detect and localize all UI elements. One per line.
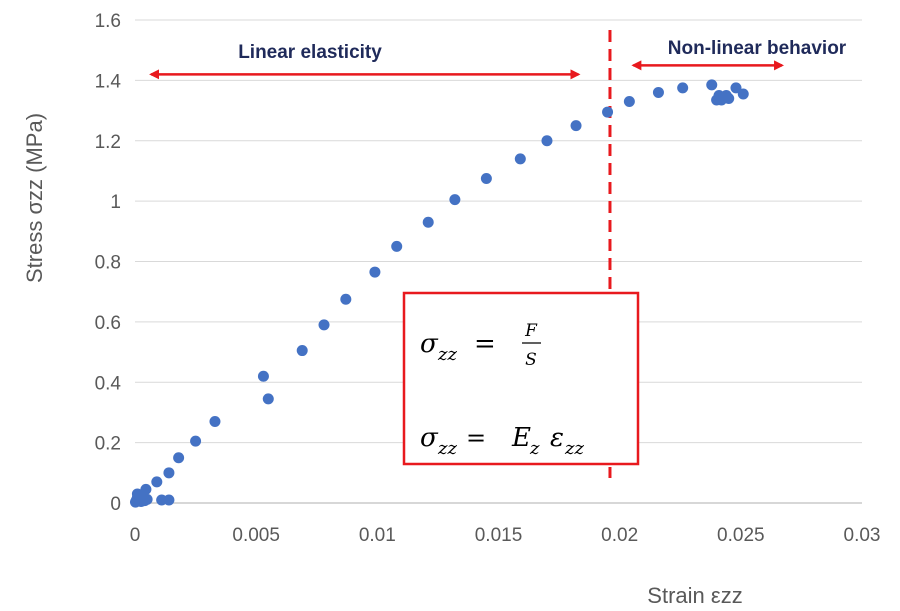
data-point xyxy=(449,194,461,206)
formula-2-modulus-subscript: z xyxy=(529,438,540,459)
data-point xyxy=(514,153,526,165)
y-tick-label: 0.2 xyxy=(95,434,121,455)
data-point xyxy=(422,216,434,228)
data-point xyxy=(623,96,635,108)
formula-1-equals: = xyxy=(474,329,496,359)
y-tick-label: 0.8 xyxy=(95,253,121,274)
data-point xyxy=(652,86,664,98)
x-tick-labels: 0 0.005 0.01 0.015 0.02 0.025 0.03 xyxy=(130,525,881,546)
y-axis-title: Stress σzz (MPa) xyxy=(22,113,47,283)
data-point xyxy=(173,452,185,464)
y-tick-labels: 0 0.2 0.4 0.6 0.8 1 1.2 1.4 1.6 xyxy=(95,11,122,515)
data-point xyxy=(296,345,308,357)
x-tick-label: 0.005 xyxy=(232,525,280,546)
x-axis-label: Strain εzz xyxy=(647,583,742,608)
y-tick-label: 1.4 xyxy=(95,71,122,92)
data-point xyxy=(318,319,330,331)
y-axis-label: Stress σzz (MPa) xyxy=(22,113,47,283)
formula-hookes-law: σ zz = E z ε zz xyxy=(420,423,584,459)
data-point xyxy=(262,393,274,405)
data-point xyxy=(723,92,735,104)
data-point xyxy=(209,415,221,427)
data-point xyxy=(257,370,269,382)
y-tick-label: 1.6 xyxy=(95,11,121,32)
y-tick-label: 1 xyxy=(110,192,121,213)
data-point xyxy=(134,489,146,501)
y-tick-label: 0 xyxy=(110,494,121,515)
formula-1-denominator: S xyxy=(525,350,537,370)
data-point xyxy=(737,88,749,100)
x-axis-title: Strain εzz xyxy=(647,583,742,608)
data-point xyxy=(677,82,689,94)
formula-2-epsilon: ε xyxy=(550,423,564,453)
data-points xyxy=(129,79,749,508)
data-point xyxy=(570,120,582,132)
formula-box-border xyxy=(402,291,640,466)
formula-stress-definition: σ zz = F S xyxy=(420,321,541,370)
formula-2-subscript: zz xyxy=(437,438,457,459)
x-tick-label: 0 xyxy=(130,525,141,546)
data-point xyxy=(541,135,553,147)
non-linear-behavior-label: Non-linear behavior xyxy=(668,38,847,59)
data-point xyxy=(151,476,163,488)
data-point xyxy=(602,106,614,118)
formula-2-modulus: E xyxy=(511,423,531,453)
data-point xyxy=(190,435,202,447)
data-point xyxy=(706,79,718,91)
x-tick-label: 0.01 xyxy=(359,525,396,546)
formula-2-equals: = xyxy=(466,424,486,452)
y-tick-label: 0.6 xyxy=(95,313,121,334)
formula-1-subscript: zz xyxy=(437,344,457,365)
x-tick-label: 0.025 xyxy=(717,525,765,546)
data-point xyxy=(730,82,742,94)
data-point xyxy=(480,172,492,184)
x-tick-label: 0.02 xyxy=(601,525,638,546)
formula-1-sigma: σ xyxy=(420,329,439,359)
data-point xyxy=(163,494,175,506)
x-tick-label: 0.015 xyxy=(475,525,523,546)
formula-box: σ zz = F S σ zz = E z ε zz xyxy=(402,291,640,466)
x-tick-label: 0.03 xyxy=(844,525,881,546)
data-point xyxy=(391,240,403,252)
formula-1-numerator: F xyxy=(524,321,538,341)
formula-2-sigma: σ xyxy=(420,423,439,453)
y-tick-label: 1.2 xyxy=(95,132,121,153)
data-point xyxy=(340,293,352,305)
data-point xyxy=(369,266,381,278)
linear-elasticity-label: Linear elasticity xyxy=(238,42,382,63)
data-point xyxy=(163,467,175,479)
y-tick-label: 0.4 xyxy=(95,373,122,394)
formula-2-epsilon-subscript: zz xyxy=(564,438,584,459)
